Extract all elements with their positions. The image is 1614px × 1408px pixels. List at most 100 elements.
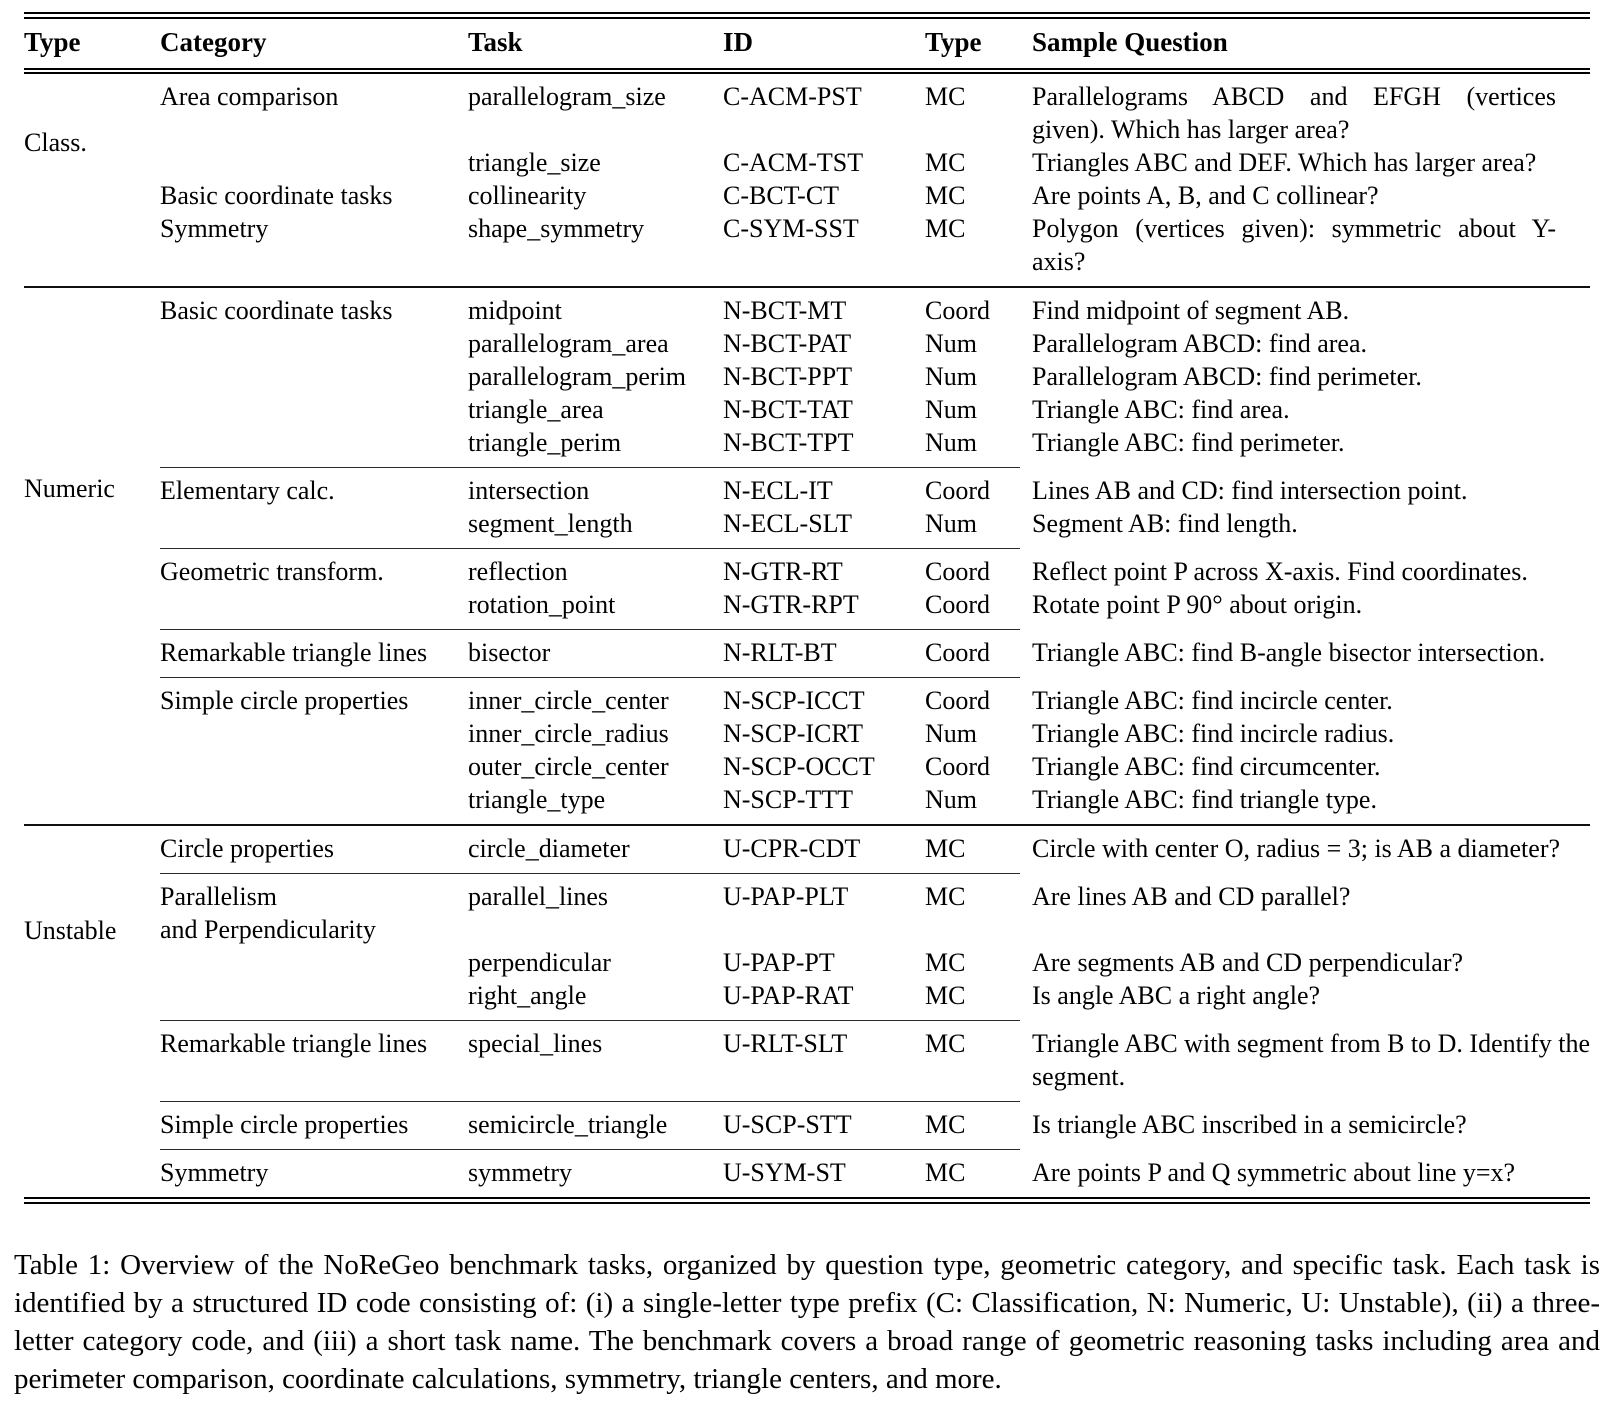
answer-type-cell: Coord bbox=[925, 296, 990, 325]
answer-type-cell: MC bbox=[925, 882, 966, 911]
task-cell: semicircle_triangle bbox=[468, 1110, 668, 1139]
table-row: rotation_point N-GTR-RPT Coord Rotate po… bbox=[160, 588, 1590, 621]
category-cell: Simple circle properties bbox=[160, 686, 409, 715]
task-cell: collinearity bbox=[468, 181, 587, 210]
category-cell: Elementary calc. bbox=[160, 476, 335, 505]
question-cell: Parallelogram ABCD: find area. bbox=[1032, 329, 1368, 358]
header-category: Category bbox=[160, 26, 267, 57]
id-cell: U-RLT-SLT bbox=[723, 1029, 848, 1058]
row-group-type-cell: Unstable bbox=[24, 826, 160, 1197]
id-cell: C-BCT-CT bbox=[723, 181, 840, 210]
answer-type-cell: Coord bbox=[925, 752, 990, 781]
section-body: Basic coordinate tasks midpoint N-BCT-MT… bbox=[160, 288, 1590, 824]
subsection: Remarkable triangle lines bisector N-RLT… bbox=[160, 630, 1590, 677]
task-cell: circle_diameter bbox=[468, 834, 630, 863]
question-cell: Are points P and Q symmetric about line … bbox=[1032, 1158, 1516, 1187]
subsection: Parallelism and Perpendicularity paralle… bbox=[160, 874, 1590, 1020]
table-row: Parallelism and Perpendicularity paralle… bbox=[160, 880, 1590, 946]
answer-type-cell: Num bbox=[925, 362, 977, 391]
task-cell: midpoint bbox=[468, 296, 562, 325]
subsection-divider-rule bbox=[160, 1020, 1020, 1021]
answer-type-cell: Coord bbox=[925, 638, 990, 667]
subsection: Area comparison parallelogram_size C-ACM… bbox=[160, 74, 1590, 286]
question-cell: Reflect point P across X-axis. Find coor… bbox=[1032, 557, 1528, 586]
task-cell: reflection bbox=[468, 557, 568, 586]
table-row: Elementary calc. intersection N-ECL-IT C… bbox=[160, 474, 1590, 507]
task-cell: triangle_perim bbox=[468, 428, 622, 457]
subsection: Elementary calc. intersection N-ECL-IT C… bbox=[160, 468, 1590, 548]
category-cell: Area comparison bbox=[160, 82, 339, 111]
table-row: right_angle U-PAP-RAT MC Is angle ABC a … bbox=[160, 979, 1590, 1012]
table-row: Symmetry shape_symmetry C-SYM-SST MC Pol… bbox=[160, 212, 1590, 278]
id-cell: N-BCT-PAT bbox=[723, 329, 852, 358]
id-cell: U-PAP-PT bbox=[723, 948, 835, 977]
category-cell: Remarkable triangle lines bbox=[160, 1029, 428, 1058]
section-body: Circle properties circle_diameter U-CPR-… bbox=[160, 826, 1590, 1197]
question-cell: Parallelograms ABCD and EFGH (vertices g… bbox=[1032, 82, 1556, 144]
id-cell: U-CPR-CDT bbox=[723, 834, 861, 863]
task-cell: bisector bbox=[468, 638, 551, 667]
id-cell: N-GTR-RPT bbox=[723, 590, 859, 619]
table-row: Geometric transform. reflection N-GTR-RT… bbox=[160, 555, 1590, 588]
subsection-divider-rule bbox=[160, 1101, 1020, 1102]
table-row: parallelogram_perim N-BCT-PPT Num Parall… bbox=[160, 360, 1590, 393]
subsection-divider-rule bbox=[160, 548, 1020, 549]
section-divider-rule bbox=[24, 286, 1590, 288]
header-task: Task bbox=[468, 26, 523, 57]
question-cell: Parallelogram ABCD: find perimeter. bbox=[1032, 362, 1422, 391]
question-cell: Circle with center O, radius = 3; is AB … bbox=[1032, 834, 1561, 863]
table-row: Basic coordinate tasks midpoint N-BCT-MT… bbox=[160, 294, 1590, 327]
question-cell: Rotate point P 90° about origin. bbox=[1032, 590, 1363, 619]
answer-type-cell: Coord bbox=[925, 557, 990, 586]
task-cell: special_lines bbox=[468, 1029, 603, 1058]
table-row: Basic coordinate tasks collinearity C-BC… bbox=[160, 179, 1590, 212]
question-cell: Are points A, B, and C collinear? bbox=[1032, 181, 1379, 210]
task-cell: shape_symmetry bbox=[468, 214, 645, 243]
task-cell: parallelogram_area bbox=[468, 329, 669, 358]
task-cell: triangle_type bbox=[468, 785, 606, 814]
task-cell: segment_length bbox=[468, 509, 633, 538]
category-cell: Simple circle properties bbox=[160, 1110, 409, 1139]
answer-type-cell: MC bbox=[925, 834, 966, 863]
category-cell: Basic coordinate tasks bbox=[160, 296, 393, 325]
question-cell: Is angle ABC a right angle? bbox=[1032, 981, 1321, 1010]
answer-type-cell: Num bbox=[925, 428, 977, 457]
answer-type-cell: MC bbox=[925, 1029, 966, 1058]
id-cell: U-SCP-STT bbox=[723, 1110, 852, 1139]
task-cell: right_angle bbox=[468, 981, 587, 1010]
header-sample-question: Sample Question bbox=[1032, 26, 1228, 57]
id-cell: N-BCT-MT bbox=[723, 296, 847, 325]
answer-type-cell: MC bbox=[925, 181, 966, 210]
table-row: segment_length N-ECL-SLT Num Segment AB:… bbox=[160, 507, 1590, 540]
subsection-divider-rule bbox=[160, 629, 1020, 630]
question-cell: Is triangle ABC inscribed in a semicircl… bbox=[1032, 1110, 1467, 1139]
answer-type-cell: MC bbox=[925, 82, 966, 111]
question-cell: Triangle ABC: find incircle radius. bbox=[1032, 719, 1395, 748]
task-cell: parallelogram_perim bbox=[468, 362, 687, 391]
subsection: Basic coordinate tasks midpoint N-BCT-MT… bbox=[160, 288, 1590, 467]
table-row: outer_circle_center N-SCP-OCCT Coord Tri… bbox=[160, 750, 1590, 783]
category-cell: Geometric transform. bbox=[160, 557, 384, 586]
subsection: Remarkable triangle lines special_lines … bbox=[160, 1021, 1590, 1101]
table-row: triangle_size C-ACM-TST MC Triangles ABC… bbox=[160, 146, 1590, 179]
row-group-type-cell: Class. bbox=[24, 74, 160, 286]
task-cell: triangle_size bbox=[468, 148, 601, 177]
section-divider-rule bbox=[24, 824, 1590, 826]
subsection-divider-rule bbox=[160, 677, 1020, 678]
answer-type-cell: MC bbox=[925, 948, 966, 977]
id-cell: U-PAP-PLT bbox=[723, 882, 849, 911]
benchmark-table: Type Category Task ID Type Sample Questi… bbox=[24, 12, 1590, 1204]
row-group-type-label: Unstable bbox=[24, 916, 117, 945]
category-cell: Symmetry bbox=[160, 1158, 269, 1187]
table-bottom-rule bbox=[24, 1197, 1590, 1204]
id-cell: N-BCT-PPT bbox=[723, 362, 853, 391]
header-bottom-rule bbox=[24, 67, 1590, 74]
question-cell: Triangle ABC: find incircle center. bbox=[1032, 686, 1393, 715]
subsection: Geometric transform. reflection N-GTR-RT… bbox=[160, 549, 1590, 629]
answer-type-cell: Coord bbox=[925, 590, 990, 619]
answer-type-cell: Coord bbox=[925, 686, 990, 715]
answer-type-cell: Num bbox=[925, 509, 977, 538]
id-cell: C-ACM-TST bbox=[723, 148, 864, 177]
category-cell: Basic coordinate tasks bbox=[160, 181, 393, 210]
answer-type-cell: MC bbox=[925, 1110, 966, 1139]
